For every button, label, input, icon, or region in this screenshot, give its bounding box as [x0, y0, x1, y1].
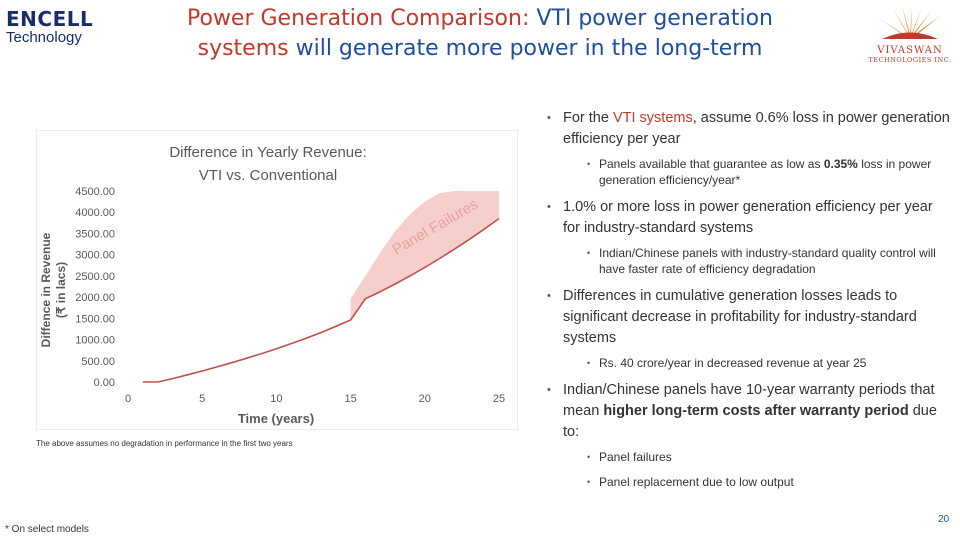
chart-svg: Difference in Yearly Revenue: VTI vs. Co…: [35, 129, 519, 431]
sun-icon: [878, 6, 940, 39]
bullet-vti-post: , assume 0.6% loss in power generation e…: [563, 110, 950, 147]
title-rest: VTI power generation: [536, 6, 773, 31]
bullet-warranty-pre: Indian/Chinese panels have 10-year warra…: [563, 382, 935, 419]
y-tick-label: 2500.00: [75, 271, 115, 283]
sub-bullet-decreased-revenue: Rs. 40 crore/year in decreased revenue a…: [545, 355, 950, 371]
bullet-list: For the VTI systems, assume 0.6% loss in…: [545, 108, 950, 499]
sub-bullet-panels-post: loss in power generation efficiency/year…: [599, 157, 932, 187]
y-tick-label: 3000.00: [75, 250, 115, 262]
title-line2-highlight: systems: [197, 36, 289, 61]
y-tick-label: 4500.00: [75, 186, 115, 198]
chart-frame: [35, 129, 519, 431]
chart-note: The above assumes no degradation in perf…: [36, 439, 293, 448]
bullet-industry-loss: 1.0% or more loss in power generation ef…: [545, 197, 950, 239]
y-tick-label: 2000.00: [75, 292, 115, 304]
sub-bullet-panel-replacement: Panel replacement due to low output: [545, 474, 950, 490]
bullet-vti-loss: For the VTI systems, assume 0.6% loss in…: [545, 108, 950, 150]
sub-bullet-indian-chinese-quality: Indian/Chinese panels with industry-stan…: [545, 245, 950, 277]
footnote: * On select models: [5, 524, 89, 535]
x-tick-label: 20: [419, 393, 431, 405]
vivaswan-logo-text: VIVASWAN: [877, 45, 943, 56]
sub-bullet-panels-bold: 0.35%: [823, 157, 858, 171]
y-tick-labels: 0.00 500.00 1000.00 1500.00 2000.00 2500.00 30…: [75, 186, 115, 389]
encell-logo-text: ENCELL: [6, 7, 94, 31]
bullet-warranty: Indian/Chinese panels have 10-year warra…: [545, 380, 950, 443]
x-tick-label: 5: [199, 393, 205, 405]
y-tick-label: 500.00: [81, 356, 115, 368]
x-tick-label: 0: [125, 393, 131, 405]
revenue-line-layer: [142, 217, 500, 383]
y-tick-label: 0.00: [94, 377, 115, 389]
x-tick-label: 10: [270, 393, 282, 405]
y-tick-label: 1500.00: [75, 313, 115, 325]
y-tick-label: 1000.00: [75, 335, 115, 347]
x-tick-labels: 0 5 10 15 20 25: [125, 393, 505, 405]
sub-bullet-panels-pre: Panels available that guarantee as low a…: [599, 157, 821, 171]
bullet-warranty-bold: higher long-term costs after warranty pe…: [603, 403, 909, 419]
encell-logo: ENCELL Technology: [6, 7, 94, 50]
x-tick-label: 25: [493, 393, 505, 405]
revenue-difference-line: [142, 217, 500, 383]
bullet-vti-highlight: VTI systems: [612, 110, 693, 126]
slide-title: Power Generation Comparison: VTI power g…: [140, 4, 820, 64]
page-number: 20: [938, 514, 950, 525]
bullet-warranty-post: due to:: [563, 403, 937, 440]
revenue-difference-chart: Difference in Yearly Revenue: VTI vs. Co…: [35, 129, 519, 431]
bullet-cumulative-losses: Differences in cumulative generation los…: [545, 286, 950, 349]
vivaswan-logo-subtext: TECHNOLOGIES INC.: [868, 56, 952, 64]
sub-bullet-panels-guarantee: Panels available that guarantee as low a…: [545, 156, 950, 188]
y-tick-label: 3500.00: [75, 228, 115, 240]
encell-logo-subtext: Technology: [6, 29, 82, 46]
x-tick-label: 15: [344, 393, 356, 405]
y-axis-label-line1: Diffence in Revenue: [39, 232, 53, 347]
y-tick-label: 4000.00: [75, 207, 115, 219]
sub-bullet-panel-failures: Panel failures: [545, 449, 950, 465]
x-axis-label: Time (years): [238, 411, 314, 426]
title-line2-rest: will generate more power in the long-ter…: [295, 36, 763, 61]
y-axis-label-line2: (₹ in lacs): [54, 262, 68, 318]
vivaswan-logo: VIVASWAN TECHNOLOGIES INC.: [862, 6, 958, 68]
chart-title-line2: VTI vs. Conventional: [199, 167, 337, 184]
bullet-vti-pre: For the: [563, 110, 609, 126]
title-lead: Power Generation Comparison:: [187, 6, 530, 31]
chart-title-line1: Difference in Yearly Revenue:: [169, 144, 366, 161]
